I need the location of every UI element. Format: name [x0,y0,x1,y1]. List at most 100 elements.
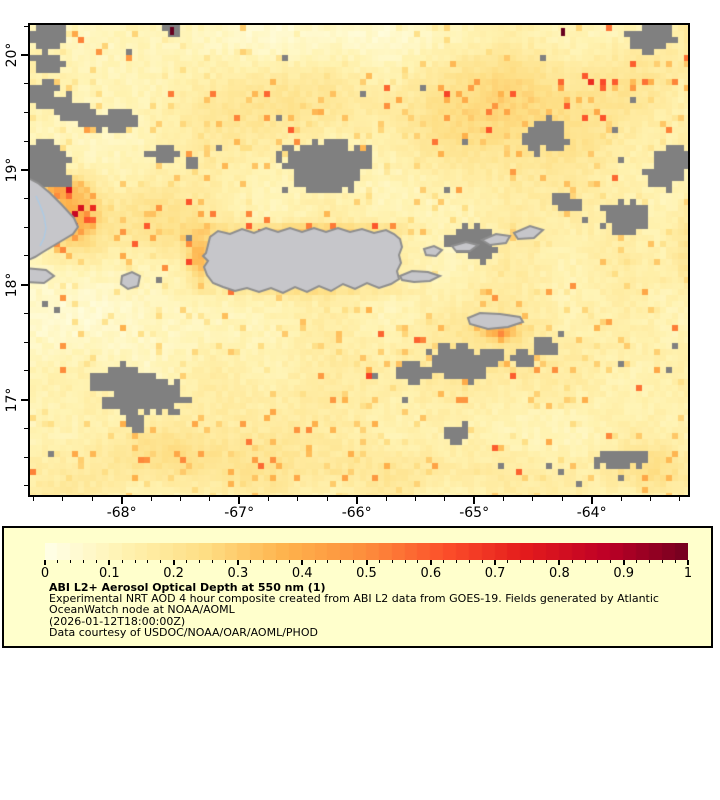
colorbar-minor-tick [597,560,599,563]
colorbar-minor-tick [533,560,535,563]
colorbar-minor-tick [353,560,355,563]
colorbar-minor-tick [134,560,136,563]
y-minor-tick [24,456,28,458]
y-minor-tick [24,83,28,85]
y-major-tick [21,283,28,286]
x-minor-tick [91,497,93,501]
colorbar-minor-tick [481,560,483,563]
x-minor-tick [679,497,681,501]
colorbar-tick-label: 0 [40,566,50,581]
colorbar-tick-label: 0.6 [420,566,442,581]
x-tick-label: -65° [459,505,490,521]
x-tick-label: -66° [341,505,372,521]
x-minor-tick [385,497,387,501]
x-minor-tick [532,497,534,501]
colorbar-minor-tick [263,560,265,563]
y-tick-label: 19° [4,157,20,183]
x-minor-tick [297,497,299,501]
y-minor-tick [24,341,28,343]
map-plot-border [28,23,690,497]
x-major-tick [590,497,593,504]
colorbar-minor-tick [57,560,59,563]
x-minor-tick [620,497,622,501]
x-tick-label: -68° [106,505,137,521]
x-major-tick [238,497,241,504]
x-minor-tick [268,497,270,501]
y-major-tick [21,398,28,401]
colorbar-minor-tick [404,560,406,563]
colorbar-major-tick [301,560,304,565]
colorbar-minor-tick [417,560,419,563]
colorbar-tick-label: 0.8 [549,566,570,581]
x-major-tick [473,497,476,504]
colorbar-minor-tick [468,560,470,563]
colorbar-tick-label: 0.4 [291,566,313,581]
colorbar-minor-tick [674,560,676,563]
colorbar-major-tick [429,560,432,565]
colorbar-minor-tick [636,560,638,563]
y-minor-tick [24,370,28,372]
colorbar-major-tick [365,560,368,565]
legend-courtesy-line: Data courtesy of USDOC/NOAA/OAR/AOML/PHO… [49,625,318,639]
colorbar-minor-tick [571,560,573,563]
x-minor-tick [649,497,651,501]
colorbar-tick-label: 0.2 [163,566,184,581]
colorbar-minor-tick [391,560,393,563]
colorbar-minor-tick [327,560,329,563]
y-tick-label: 17° [4,387,20,413]
colorbar-major-tick [172,560,175,565]
legend-description-line: Experimental NRT AOD 4 hour composite cr… [49,592,659,606]
colorbar-tick-label: 0.7 [484,566,506,581]
legend-timestamp: (2026-01-12T18:00:00Z) [49,614,186,628]
colorbar-minor-tick [95,560,97,563]
colorbar-minor-tick [520,560,522,563]
colorbar-tick-label: 0.1 [98,566,120,581]
colorbar-minor-tick [185,560,187,563]
x-minor-tick [326,497,328,501]
legend-description-line: OceanWatch node at NOAA/AOML [49,603,235,617]
colorbar-minor-tick [456,560,458,563]
y-minor-tick [24,111,28,113]
x-minor-tick [414,497,416,501]
colorbar-minor-tick [584,560,586,563]
colorbar-tick-label: 0.9 [613,566,635,581]
x-minor-tick [150,497,152,501]
y-major-tick [21,53,28,56]
colorbar-minor-tick [443,560,445,563]
colorbar [45,543,688,560]
colorbar-tick-label: 0.5 [356,566,377,581]
y-tick-label: 20° [4,42,20,68]
x-minor-tick [62,497,64,501]
x-minor-tick [503,497,505,501]
colorbar-minor-tick [160,560,162,563]
colorbar-minor-tick [224,560,226,563]
colorbar-minor-tick [610,560,612,563]
colorbar-minor-tick [648,560,650,563]
colorbar-minor-tick [211,560,213,563]
colorbar-minor-tick [275,560,277,563]
colorbar-minor-tick [250,560,252,563]
y-tick-label: 18° [4,272,20,298]
y-minor-tick [24,312,28,314]
colorbar-minor-tick [314,560,316,563]
x-major-tick [120,497,123,504]
x-minor-tick [444,497,446,501]
colorbar-tick-label: 0.3 [227,566,249,581]
colorbar-minor-tick [546,560,548,563]
colorbar-minor-tick [121,560,123,563]
y-minor-tick [24,255,28,257]
y-minor-tick [24,198,28,200]
y-major-tick [21,168,28,171]
colorbar-minor-tick [340,560,342,563]
colorbar-major-tick [687,560,689,565]
colorbar-minor-tick [507,560,509,563]
product-title: ABI L2+ Aerosol Optical Depth at 550 nm … [49,581,326,594]
x-major-tick [355,497,358,504]
colorbar-minor-tick [147,560,149,563]
colorbar-major-tick [44,560,46,565]
colorbar-minor-tick [378,560,380,563]
colorbar-minor-tick [83,560,85,563]
x-minor-tick [209,497,211,501]
colorbar-major-tick [494,560,497,565]
